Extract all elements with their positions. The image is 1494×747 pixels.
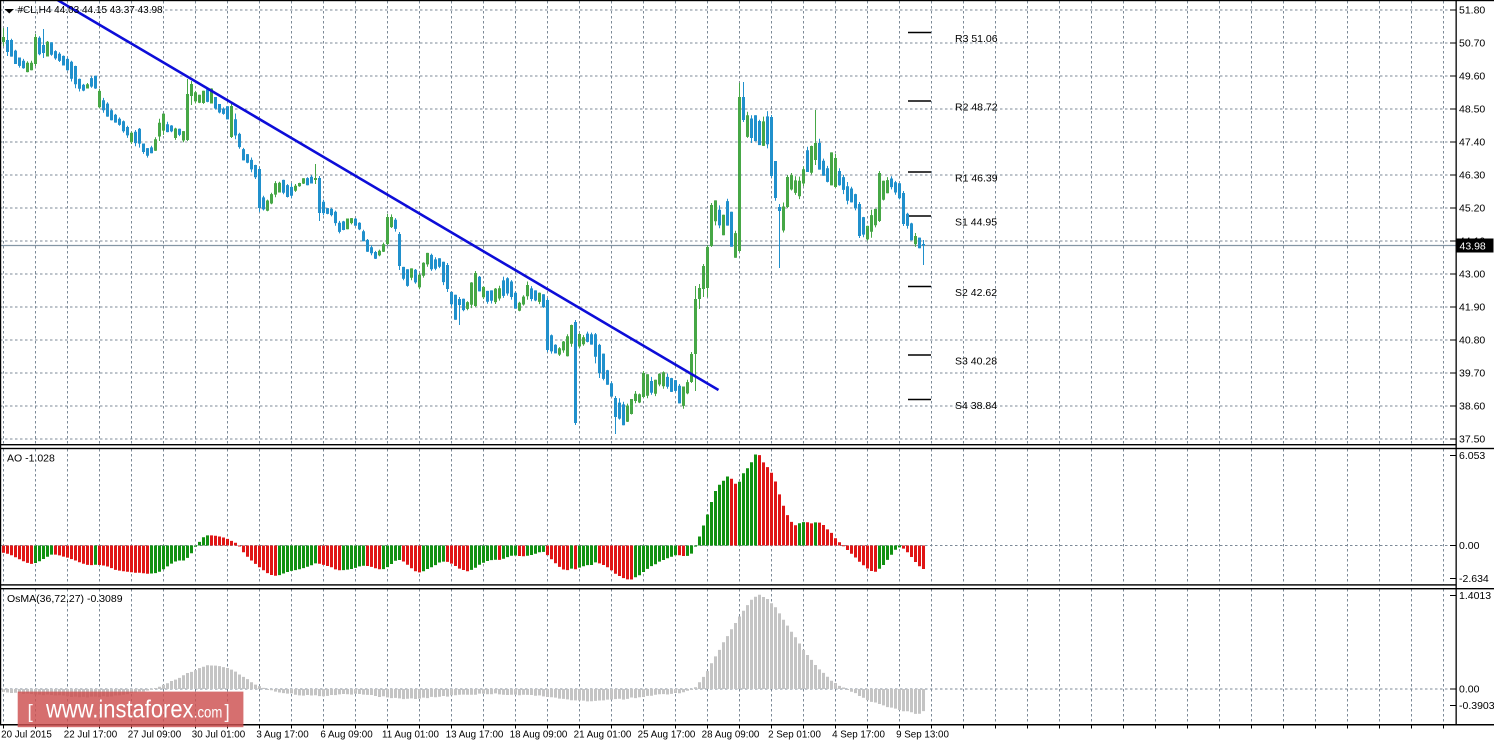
svg-text:2 Sep 01:00: 2 Sep 01:00 [768, 730, 821, 741]
svg-text:51.80: 51.80 [1459, 5, 1485, 17]
svg-text:#CL,H4 44.03 44.15 43.37 43.9: #CL,H4 44.03 44.15 43.37 43.98 [18, 5, 164, 16]
svg-text:18 Aug 09:00: 18 Aug 09:00 [510, 730, 568, 741]
svg-text:-0.3903: -0.3903 [1459, 700, 1494, 712]
svg-text:.com: .com [194, 705, 223, 722]
svg-text:S1 44.95: S1 44.95 [955, 217, 997, 229]
svg-text:www.instaforex: www.instaforex [45, 696, 194, 724]
svg-text:28 Aug 09:00: 28 Aug 09:00 [702, 730, 760, 741]
svg-text:R1 46.39: R1 46.39 [955, 173, 998, 185]
svg-text:40.80: 40.80 [1459, 335, 1485, 347]
svg-text:OsMA(36,72,27) -0.3089: OsMA(36,72,27) -0.3089 [7, 593, 123, 605]
svg-text:-2.634: -2.634 [1459, 573, 1489, 585]
svg-text:6.053: 6.053 [1459, 450, 1485, 462]
svg-text:22 Jul 17:00: 22 Jul 17:00 [64, 730, 118, 741]
svg-text:48.50: 48.50 [1459, 104, 1485, 116]
svg-text:13 Aug 17:00: 13 Aug 17:00 [446, 730, 504, 741]
svg-text:]: ] [225, 702, 230, 723]
svg-text:21 Aug 01:00: 21 Aug 01:00 [574, 730, 632, 741]
svg-text:S3 40.28: S3 40.28 [955, 356, 997, 368]
svg-text:20 Jul 2015: 20 Jul 2015 [1, 730, 52, 741]
svg-text:45.20: 45.20 [1459, 203, 1485, 215]
svg-text:3 Aug 17:00: 3 Aug 17:00 [256, 730, 309, 741]
svg-text:25 Aug 17:00: 25 Aug 17:00 [638, 730, 696, 741]
svg-text:27 Jul 09:00: 27 Jul 09:00 [128, 730, 182, 741]
svg-text:11 Aug 01:00: 11 Aug 01:00 [382, 730, 440, 741]
svg-text:4 Sep 17:00: 4 Sep 17:00 [832, 730, 885, 741]
svg-text:9 Sep 13:00: 9 Sep 13:00 [896, 730, 949, 741]
svg-text:49.60: 49.60 [1459, 71, 1485, 83]
svg-text:37.50: 37.50 [1459, 434, 1485, 446]
svg-text:50.70: 50.70 [1459, 38, 1485, 50]
svg-text:30 Jul 01:00: 30 Jul 01:00 [192, 730, 246, 741]
svg-text:R3 51.06: R3 51.06 [955, 33, 998, 45]
svg-text:39.70: 39.70 [1459, 368, 1485, 380]
svg-text:38.60: 38.60 [1459, 401, 1485, 413]
svg-text:R2 48.72: R2 48.72 [955, 102, 998, 114]
svg-text:46.30: 46.30 [1459, 170, 1485, 182]
svg-text:6 Aug 09:00: 6 Aug 09:00 [320, 730, 373, 741]
svg-text:AO -1.028: AO -1.028 [7, 453, 55, 465]
svg-text:1.4013: 1.4013 [1459, 590, 1491, 602]
svg-text:S2 42.62: S2 42.62 [955, 287, 997, 299]
svg-text:0.00: 0.00 [1459, 684, 1480, 696]
svg-text:43.00: 43.00 [1459, 269, 1485, 281]
svg-text:0.00: 0.00 [1459, 540, 1480, 552]
svg-text:43.98: 43.98 [1460, 240, 1486, 252]
svg-text:S4 38.84: S4 38.84 [955, 400, 997, 412]
svg-text:41.90: 41.90 [1459, 302, 1485, 314]
svg-text:47.40: 47.40 [1459, 137, 1485, 149]
svg-text:[: [ [28, 702, 34, 723]
